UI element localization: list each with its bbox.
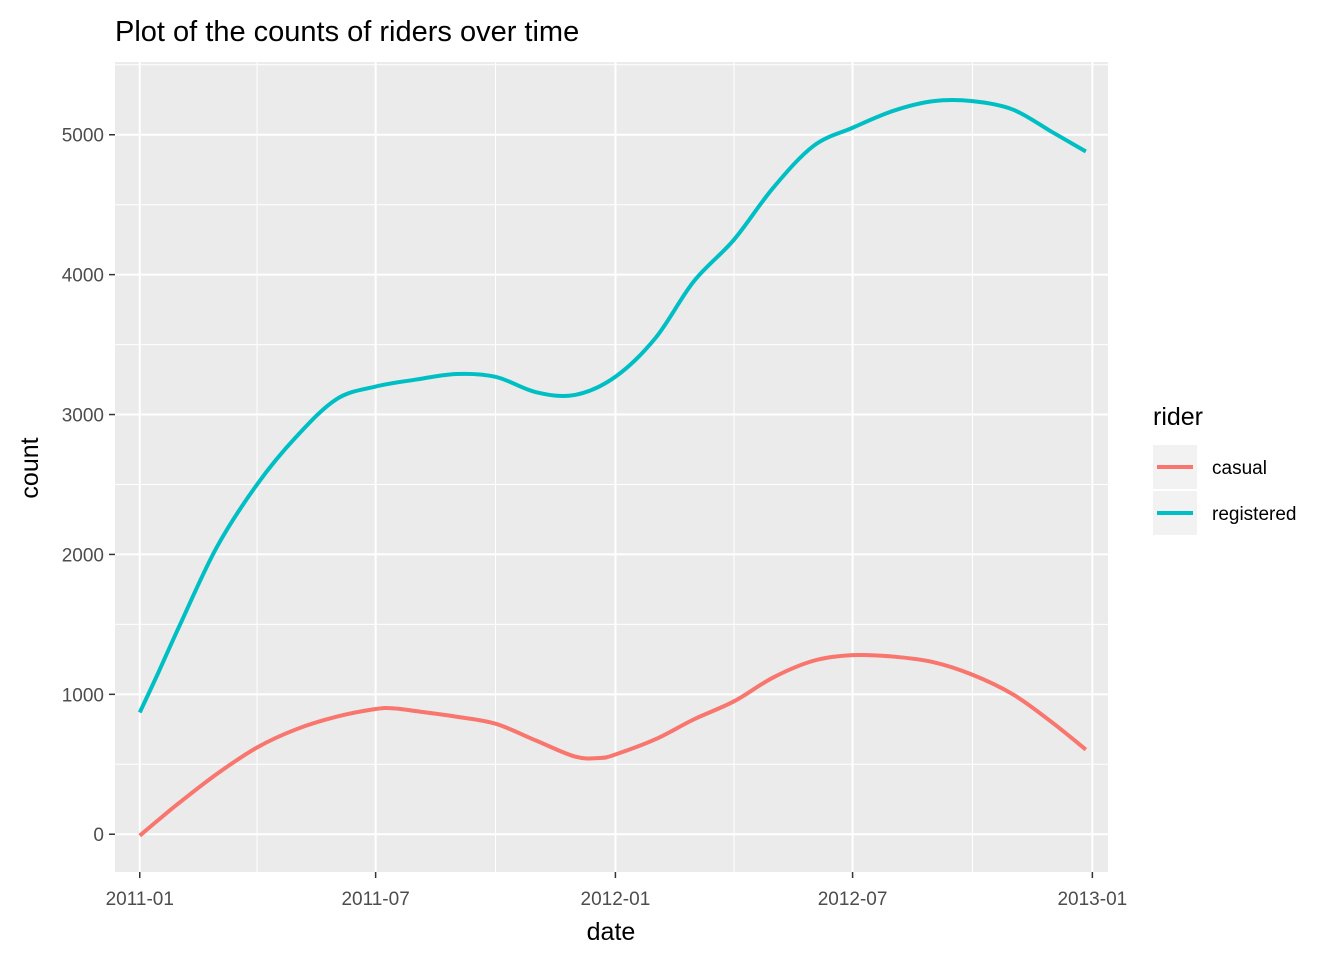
- y-tick-label: 2000: [62, 545, 104, 566]
- legend-items: casual registered: [1153, 445, 1297, 535]
- y-axis-title: count: [16, 437, 44, 498]
- series-line-casual: [138, 652, 1088, 838]
- legend: rider casual registered: [1153, 403, 1297, 535]
- legend-item-registered: registered: [1153, 491, 1297, 535]
- legend-label-casual: casual: [1212, 458, 1267, 479]
- x-tick-label: 2012-01: [581, 889, 651, 910]
- y-tick-label: 4000: [62, 266, 104, 287]
- y-tick-label: 1000: [62, 685, 104, 706]
- major-gridlines: [115, 62, 1108, 872]
- legend-title: rider: [1153, 403, 1203, 431]
- x-axis: 2011-01 2011-07 2012-01 2012-07 2013-01: [106, 872, 1127, 910]
- legend-item-casual: casual: [1153, 445, 1267, 489]
- y-tick-label: 0: [93, 825, 104, 846]
- y-tick-label: 5000: [62, 126, 104, 147]
- x-axis-title: date: [587, 918, 636, 946]
- x-tick-label: 2012-07: [818, 889, 888, 910]
- series-line-registered: [137, 98, 1087, 714]
- y-axis: 0 1000 2000 3000 4000 5000: [62, 126, 115, 846]
- series-lines: [137, 98, 1088, 838]
- chart-title: Plot of the counts of riders over time: [115, 16, 579, 48]
- x-tick-label: 2013-01: [1057, 889, 1127, 910]
- x-tick-label: 2011-01: [106, 889, 174, 910]
- y-tick-label: 3000: [62, 406, 104, 427]
- minor-gridlines: [115, 62, 1108, 872]
- legend-label-registered: registered: [1212, 504, 1297, 525]
- plot-panel: [115, 62, 1108, 872]
- x-tick-label: 2011-07: [341, 889, 409, 910]
